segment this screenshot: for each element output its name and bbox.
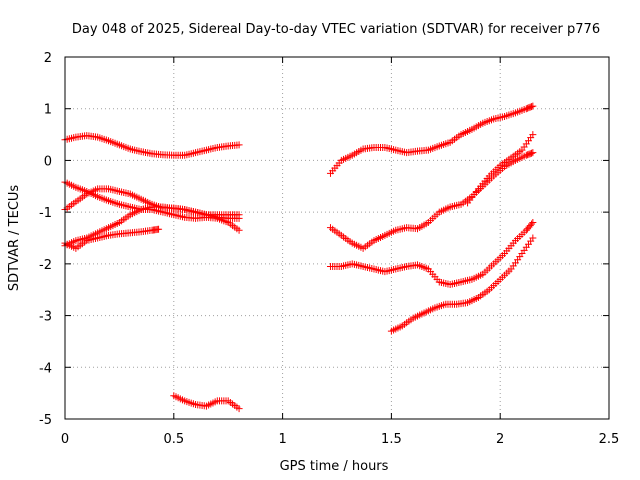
series-track-4 bbox=[61, 203, 243, 250]
data-point bbox=[235, 405, 243, 413]
data-point bbox=[235, 226, 243, 234]
series-track-1 bbox=[61, 132, 243, 159]
y-tick-label: 0 bbox=[44, 154, 52, 169]
data-point bbox=[529, 102, 537, 110]
x-tick-label: 0 bbox=[61, 432, 69, 447]
series-track-11 bbox=[387, 234, 537, 335]
series-track-5 bbox=[61, 225, 163, 252]
data-point bbox=[235, 141, 243, 149]
axis-ticks bbox=[64, 56, 610, 420]
series-track-6 bbox=[170, 392, 243, 413]
series-track-9 bbox=[464, 131, 537, 207]
y-tick-label: 2 bbox=[44, 51, 52, 66]
data-point bbox=[529, 131, 537, 139]
x-tick-label: 2 bbox=[496, 432, 504, 447]
y-tick-label: -2 bbox=[39, 258, 52, 273]
data-point bbox=[528, 149, 536, 157]
x-tick-label: 0.5 bbox=[163, 432, 184, 447]
series-track-10 bbox=[326, 218, 537, 289]
data-point bbox=[528, 103, 536, 111]
tick-labels: 0 0.5 1 1.5 2 2.5 2 1 0 -1 -2 -3 -4 -5 bbox=[39, 51, 619, 447]
chart-title: Day 048 of 2025, Sidereal Day-to-day VTE… bbox=[72, 22, 600, 37]
data-point bbox=[529, 218, 537, 226]
x-tick-label: 2.5 bbox=[599, 432, 620, 447]
x-axis-label: GPS time / hours bbox=[280, 459, 389, 474]
x-tick-label: 1.5 bbox=[381, 432, 402, 447]
x-tick-label: 1 bbox=[278, 432, 286, 447]
series-track-7 bbox=[326, 102, 537, 177]
y-tick-label: -4 bbox=[39, 361, 52, 376]
y-tick-label: -1 bbox=[39, 206, 52, 221]
plot-frame bbox=[64, 56, 610, 420]
data-point bbox=[529, 234, 537, 242]
data-point bbox=[529, 149, 537, 157]
y-tick-label: 1 bbox=[44, 103, 52, 118]
data-marks bbox=[61, 102, 537, 413]
y-tick-label: -5 bbox=[39, 413, 52, 428]
y-tick-label: -3 bbox=[39, 310, 52, 325]
data-point bbox=[155, 225, 163, 233]
data-point bbox=[235, 211, 243, 219]
data-point bbox=[528, 220, 536, 228]
y-axis-label: SDTVAR / TECUs bbox=[7, 185, 22, 292]
